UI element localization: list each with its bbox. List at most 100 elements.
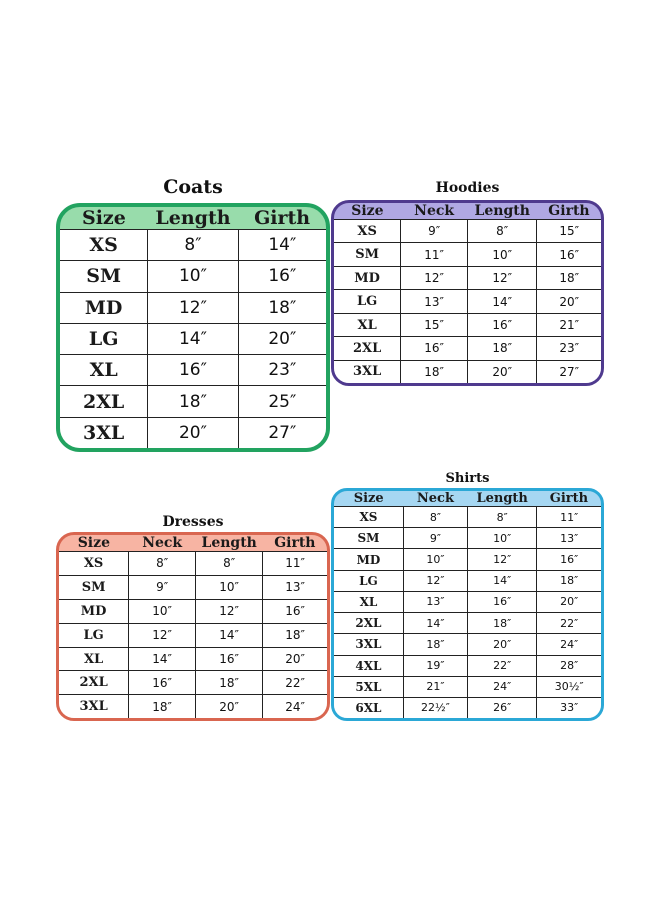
- hoodies-measurement: 11″: [400, 242, 468, 267]
- shirts-title: Shirts: [445, 471, 490, 486]
- dresses-measurement: 18″: [262, 622, 327, 648]
- hoodies-table: Size Neck Length Girth XS 9″ 8″ 15″ SM 11″ 10″ 16″…: [334, 203, 601, 383]
- hoodies-header-1: Neck: [400, 203, 468, 220]
- dresses-header-3: Girth: [262, 535, 327, 552]
- shirts-measurement: 16″: [536, 548, 601, 571]
- shirts-measurement: 12″: [402, 569, 468, 592]
- shirts-row: LG 12″ 14″ 18″: [334, 569, 601, 592]
- hoodies-measurement: 18″: [400, 359, 468, 383]
- coats-size-chart: Coats Size Length Girth XS 8″ 14″ SM 10″ 16″ MD 1…: [56, 176, 330, 452]
- coats-size-label: LG: [60, 322, 149, 356]
- dresses-row: 2XL 16″ 18″ 22″: [59, 670, 327, 696]
- shirts-measurement: 24″: [466, 675, 538, 698]
- dresses-size-label: 3XL: [59, 694, 130, 718]
- hoodies-size-label: MD: [334, 265, 402, 291]
- dresses-measurement: 22″: [262, 670, 327, 696]
- shirts-size-chart: Shirts Size Neck Length Girth XS 8″ 8″ 11″ SM 9″…: [331, 471, 604, 721]
- shirts-measurement: 11″: [536, 505, 601, 529]
- hoodies-row: LG 13″ 14″ 20″: [334, 289, 601, 314]
- hoodies-measurement: 12″: [466, 265, 538, 291]
- dresses-measurement: 11″: [262, 551, 327, 576]
- dresses-measurement: 12″: [128, 622, 197, 648]
- coats-table: Size Length Girth XS 8″ 14″ SM 10″ 16″ MD 12″ 18″ L…: [60, 207, 326, 448]
- coats-measurement: 18″: [237, 291, 326, 324]
- shirts-measurement: 22½″: [402, 696, 468, 718]
- dresses-size-label: SM: [59, 574, 130, 600]
- coats-measurement: 14″: [237, 228, 326, 262]
- hoodies-measurement: 20″: [466, 359, 538, 383]
- hoodies-measurement: 15″: [536, 218, 601, 244]
- shirts-row: XL 13″ 16″ 20″: [334, 590, 601, 614]
- shirts-measurement: 19″: [402, 654, 468, 677]
- shirts-measurement: 12″: [466, 548, 538, 571]
- hoodies-measurement: 27″: [536, 359, 601, 383]
- dresses-measurement: 8″: [195, 551, 264, 576]
- dresses-size-label: MD: [59, 598, 130, 624]
- hoodies-measurement: 9″: [400, 218, 468, 244]
- dresses-measurement: 10″: [128, 598, 197, 624]
- hoodies-row: MD 12″ 12″ 18″: [334, 265, 601, 291]
- shirts-measurement: 22″: [466, 654, 538, 677]
- hoodies-size-chart: Hoodies Size Neck Length Girth XS 9″ 8″ 15″ SM 1…: [331, 180, 604, 386]
- hoodies-measurement: 13″: [400, 289, 468, 314]
- hoodies-row: XL 15″ 16″ 21″: [334, 312, 601, 338]
- hoodies-measurement: 16″: [536, 242, 601, 267]
- coats-measurement: 8″: [147, 228, 239, 262]
- shirts-size-label: 3XL: [334, 633, 404, 656]
- coats-measurement: 16″: [237, 260, 326, 293]
- dresses-table: Size Neck Length Girth XS 8″ 8″ 11″ SM 9″ 10″ 13″ M…: [59, 535, 327, 718]
- shirts-measurement: 21″: [402, 675, 468, 698]
- shirts-measurement: 33″: [536, 696, 601, 718]
- dresses-measurement: 16″: [262, 598, 327, 624]
- hoodies-measurement: 21″: [536, 312, 601, 338]
- coats-size-label: SM: [60, 260, 149, 293]
- shirts-measurement: 10″: [466, 527, 538, 550]
- hoodies-measurement: 15″: [400, 312, 468, 338]
- coats-row: XS 8″ 14″: [60, 228, 326, 262]
- dresses-measurement: 12″: [195, 598, 264, 624]
- coats-header-2: Girth: [238, 207, 326, 230]
- shirts-table-panel: Size Neck Length Girth XS 8″ 8″ 11″ SM 9″ 10″ 13″ M…: [331, 488, 604, 721]
- dresses-table-panel: Size Neck Length Girth XS 8″ 8″ 11″ SM 9″ 10″ 13″ M…: [56, 532, 330, 721]
- coats-measurement: 14″: [147, 322, 239, 356]
- shirts-size-label: 6XL: [334, 696, 404, 718]
- coats-measurement: 20″: [147, 416, 239, 448]
- shirts-measurement: 10″: [402, 548, 468, 571]
- dresses-title: Dresses: [162, 514, 224, 530]
- dresses-measurement: 24″: [262, 694, 327, 718]
- hoodies-row: XS 9″ 8″ 15″: [334, 218, 601, 244]
- shirts-measurement: 18″: [466, 612, 538, 635]
- hoodies-size-label: LG: [334, 289, 402, 314]
- shirts-size-label: LG: [334, 569, 404, 592]
- shirts-row: 3XL 18″ 20″ 24″: [334, 633, 601, 656]
- hoodies-size-label: 3XL: [334, 359, 402, 383]
- coats-row: SM 10″ 16″: [60, 260, 326, 293]
- shirts-header-3: Girth: [536, 491, 601, 507]
- hoodies-row: 2XL 16″ 18″ 23″: [334, 336, 601, 361]
- hoodies-title: Hoodies: [435, 180, 500, 196]
- dresses-header-1: Neck: [128, 535, 196, 552]
- coats-size-label: XL: [60, 354, 149, 387]
- dresses-size-label: 2XL: [59, 670, 130, 696]
- shirts-measurement: 8″: [402, 505, 468, 529]
- shirts-measurement: 26″: [466, 696, 538, 718]
- shirts-measurement: 9″: [402, 527, 468, 550]
- coats-row: 3XL 20″ 27″: [60, 416, 326, 448]
- dresses-row: XS 8″ 8″ 11″: [59, 551, 327, 576]
- dresses-measurement: 14″: [195, 622, 264, 648]
- shirts-measurement: 30½″: [536, 675, 601, 698]
- hoodies-measurement: 20″: [536, 289, 601, 314]
- coats-measurement: 10″: [147, 260, 239, 293]
- hoodies-table-panel: Size Neck Length Girth XS 9″ 8″ 15″ SM 11″ 10″ 16″…: [331, 200, 604, 386]
- shirts-size-label: 4XL: [334, 654, 404, 677]
- dresses-measurement: 18″: [195, 670, 264, 696]
- coats-measurement: 27″: [237, 416, 326, 448]
- shirts-header-2: Length: [467, 491, 537, 507]
- hoodies-measurement: 18″: [536, 265, 601, 291]
- coats-measurement: 12″: [147, 291, 239, 324]
- coats-row: XL 16″ 23″: [60, 354, 326, 387]
- hoodies-row: SM 11″ 10″ 16″: [334, 242, 601, 267]
- coats-row: MD 12″ 18″: [60, 291, 326, 324]
- coats-size-label: 3XL: [60, 416, 149, 448]
- coats-header-0: Size: [60, 207, 148, 230]
